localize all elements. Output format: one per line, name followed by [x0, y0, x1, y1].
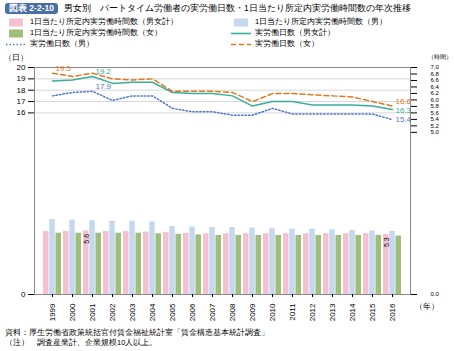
- svg-text:2015: 2015: [368, 303, 377, 321]
- html-text:図表 2-2-10: 図表 2-2-10: [9, 3, 54, 13]
- html-text:1日当たり所定内実労働時間数（女）: 1日当たり所定内実労働時間数（女）: [30, 28, 163, 37]
- svg-text:（時間）: （時間）: [428, 54, 452, 61]
- svg-text:17: 17: [17, 97, 26, 106]
- svg-text:2011: 2011: [288, 303, 297, 321]
- svg-text:2010: 2010: [268, 303, 277, 321]
- svg-text:20: 20: [17, 63, 26, 72]
- html-text:実労働日数（男）: 実労働日数（男）: [30, 39, 94, 48]
- svg-text:2004: 2004: [148, 303, 157, 321]
- svg-text:5.3: 5.3: [383, 237, 390, 247]
- html-text:男女別 パートタイム労働者の実労働日数・1日当たり所定内実労: 男女別 パートタイム労働者の実労働日数・1日当たり所定内実労働時間数の年次推移: [63, 3, 411, 13]
- svg-text:2008: 2008: [228, 303, 237, 321]
- svg-text:2002: 2002: [108, 303, 117, 321]
- svg-text:5.4: 5.4: [431, 116, 440, 122]
- svg-text:5.6: 5.6: [431, 110, 440, 116]
- svg-text:16: 16: [17, 109, 26, 118]
- svg-text:（年）: （年）: [415, 302, 439, 311]
- html-text:実労働日数（女）: 実労働日数（女）: [255, 39, 319, 48]
- svg-text:5.0: 5.0: [431, 129, 440, 135]
- svg-text:16.6: 16.6: [396, 97, 412, 106]
- svg-text:5.6: 5.6: [83, 234, 90, 244]
- html-text:1日当たり所定内実労働時間数（男）: 1日当たり所定内実労働時間数（男）: [255, 17, 388, 26]
- svg-text:6.0: 6.0: [431, 97, 440, 103]
- svg-text:1999: 1999: [48, 303, 57, 321]
- svg-text:6.8: 6.8: [431, 71, 440, 77]
- svg-text:2000: 2000: [68, 303, 77, 321]
- svg-text:2016: 2016: [388, 303, 397, 321]
- svg-text:2012: 2012: [308, 303, 317, 321]
- svg-text:2006: 2006: [188, 303, 197, 321]
- svg-text:2009: 2009: [248, 303, 257, 321]
- svg-text:5.2: 5.2: [431, 123, 440, 129]
- svg-text:19: 19: [17, 74, 26, 83]
- svg-text:18: 18: [17, 86, 26, 95]
- svg-text:2007: 2007: [208, 303, 217, 321]
- svg-text:2014: 2014: [348, 303, 357, 321]
- svg-text:5.8: 5.8: [431, 103, 440, 109]
- html-text:実労働日数（男女計）: 実労働日数（男女計）: [255, 28, 335, 37]
- svg-text:6.6: 6.6: [431, 77, 440, 83]
- svg-text:（日）: （日）: [4, 53, 28, 62]
- html-text:（注） 調査産業計、企業規模10人以上。: （注） 調査産業計、企業規模10人以上。: [5, 337, 158, 347]
- svg-text:19.2: 19.2: [96, 67, 112, 76]
- svg-text:6.2: 6.2: [431, 90, 440, 96]
- svg-text:15.4: 15.4: [396, 115, 412, 124]
- svg-text:2001: 2001: [88, 303, 97, 321]
- svg-text:7.0: 7.0: [431, 64, 440, 70]
- svg-text:0: 0: [21, 290, 26, 299]
- html-text:資料：厚生労働省政策統括官付賃金福祉統計室「賃金構造基本統計: 資料：厚生労働省政策統括官付賃金福祉統計室「賃金構造基本統計調査」: [5, 328, 269, 337]
- html-text:1日当たり所定内実労働時間数（男女計）: 1日当たり所定内実労働時間数（男女計）: [30, 17, 179, 26]
- svg-text:2005: 2005: [168, 303, 177, 321]
- svg-text:2003: 2003: [128, 303, 137, 321]
- svg-text:19.5: 19.5: [56, 64, 72, 73]
- svg-text:17.9: 17.9: [96, 82, 112, 91]
- svg-text:0.0: 0.0: [431, 291, 440, 297]
- svg-text:2013: 2013: [328, 303, 337, 321]
- svg-text:16.3: 16.3: [396, 106, 412, 115]
- svg-text:6.4: 6.4: [431, 84, 440, 90]
